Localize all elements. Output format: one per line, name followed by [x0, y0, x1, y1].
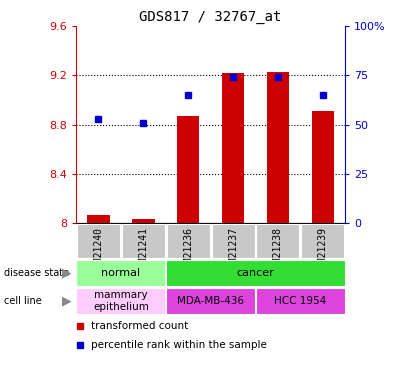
Bar	[77, 224, 120, 258]
Bar	[132, 219, 155, 223]
Text: ▶: ▶	[62, 294, 71, 307]
Bar	[222, 73, 244, 223]
Text: GSM21236: GSM21236	[183, 226, 193, 274]
Text: GSM21237: GSM21237	[228, 226, 238, 274]
Text: cancer: cancer	[237, 268, 275, 278]
Bar	[76, 288, 165, 314]
Bar	[122, 224, 165, 258]
Bar	[301, 224, 344, 258]
Text: normal: normal	[102, 268, 141, 278]
Text: GSM21240: GSM21240	[93, 226, 104, 274]
Text: HCC 1954: HCC 1954	[274, 296, 326, 306]
Bar	[177, 116, 199, 223]
Text: GSM21239: GSM21239	[318, 226, 328, 274]
Bar	[166, 260, 345, 286]
Bar	[267, 72, 289, 223]
Bar	[166, 288, 255, 314]
Text: GSM21238: GSM21238	[273, 226, 283, 274]
Text: cell line: cell line	[4, 296, 42, 306]
Bar	[167, 224, 210, 258]
Text: percentile rank within the sample: percentile rank within the sample	[91, 340, 267, 350]
Text: MDA-MB-436: MDA-MB-436	[177, 296, 244, 306]
Bar	[256, 224, 300, 258]
Bar	[76, 260, 165, 286]
Text: disease state: disease state	[4, 268, 69, 278]
Bar	[312, 111, 334, 223]
Text: mammary
epithelium: mammary epithelium	[93, 290, 149, 312]
Title: GDS817 / 32767_at: GDS817 / 32767_at	[139, 10, 282, 24]
Text: ▶: ▶	[62, 266, 71, 279]
Bar	[256, 288, 345, 314]
Text: transformed count: transformed count	[91, 321, 188, 331]
Bar	[212, 224, 254, 258]
Bar	[87, 214, 110, 223]
Text: GSM21241: GSM21241	[139, 226, 148, 274]
